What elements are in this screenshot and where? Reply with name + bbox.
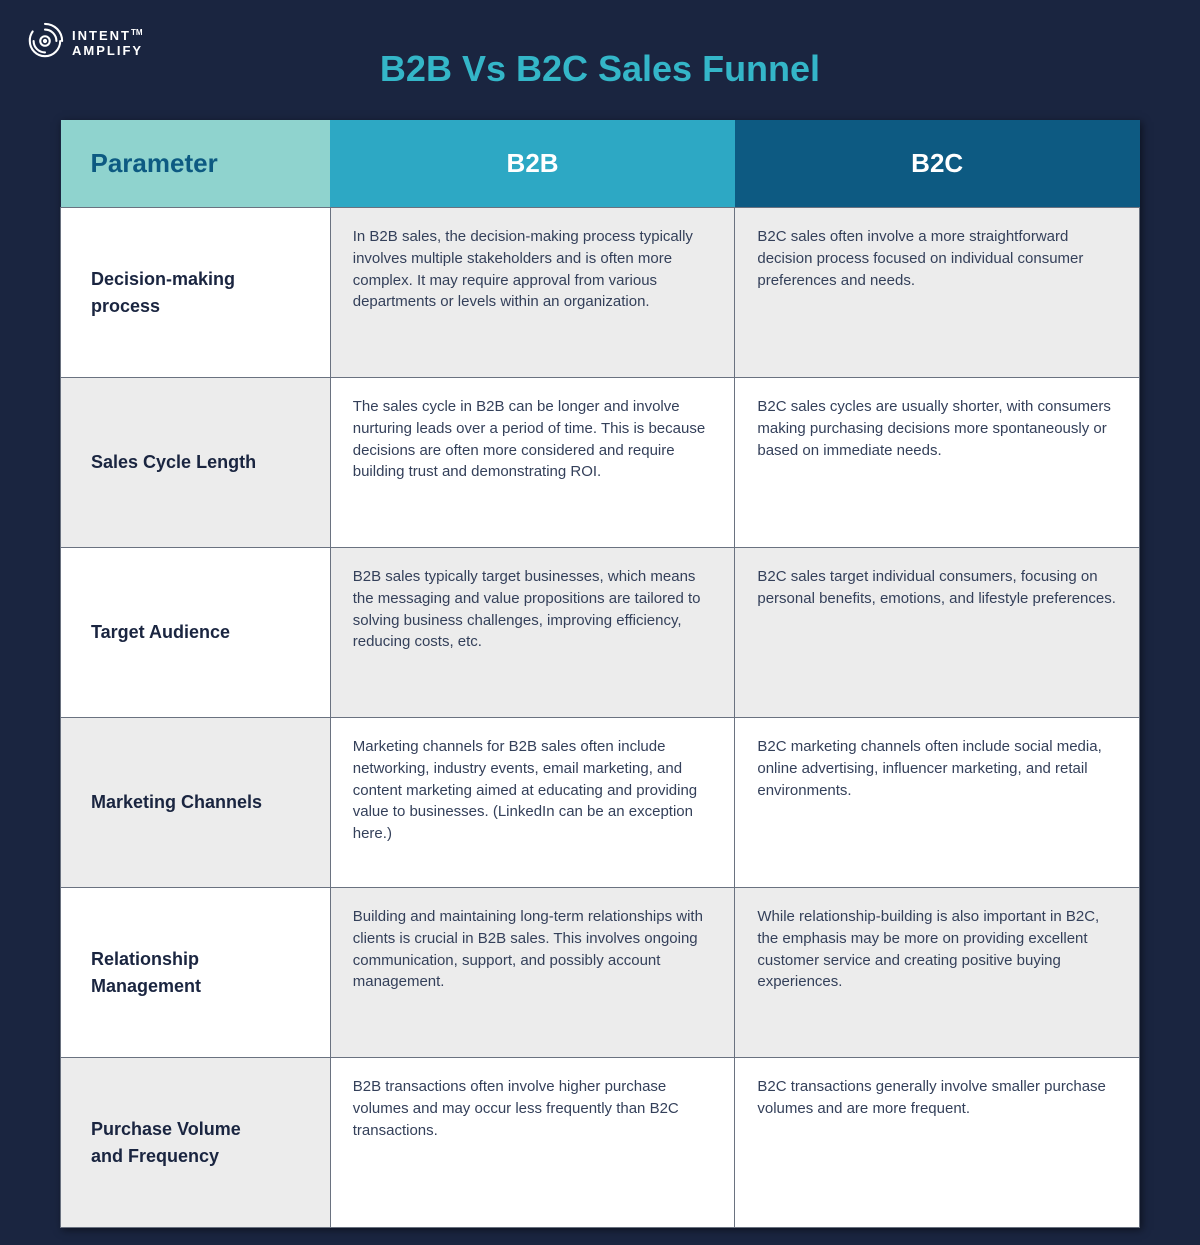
table-row: Purchase Volume and Frequency B2B transa… (61, 1058, 1140, 1228)
param-label: Purchase Volume and Frequency (61, 1058, 331, 1228)
b2c-cell: B2C sales often involve a more straightf… (735, 208, 1140, 378)
param-label: Sales Cycle Length (61, 378, 331, 548)
b2b-cell: Marketing channels for B2B sales often i… (330, 718, 735, 888)
page-title: B2B Vs B2C Sales Funnel (0, 0, 1200, 120)
b2b-cell: Building and maintaining long-term relat… (330, 888, 735, 1058)
brand-logo: INTENTTM AMPLIFY (26, 22, 143, 65)
table-row: Relationship Management Building and mai… (61, 888, 1140, 1058)
param-label: Target Audience (61, 548, 331, 718)
brand-text: INTENTTM AMPLIFY (72, 29, 143, 58)
table-row: Sales Cycle Length The sales cycle in B2… (61, 378, 1140, 548)
b2b-cell: In B2B sales, the decision-making proces… (330, 208, 735, 378)
table-row: Marketing Channels Marketing channels fo… (61, 718, 1140, 888)
target-icon (26, 22, 64, 65)
b2c-cell: B2C transactions generally involve small… (735, 1058, 1140, 1228)
b2c-cell: B2C sales cycles are usually shorter, wi… (735, 378, 1140, 548)
col-header-parameter: Parameter (61, 120, 331, 208)
brand-line2: AMPLIFY (72, 44, 143, 58)
b2b-cell: The sales cycle in B2B can be longer and… (330, 378, 735, 548)
table-header-row: Parameter B2B B2C (61, 120, 1140, 208)
param-label: Relationship Management (61, 888, 331, 1058)
param-label: Decision-making process (61, 208, 331, 378)
b2b-cell: B2B transactions often involve higher pu… (330, 1058, 735, 1228)
b2c-cell: B2C sales target individual consumers, f… (735, 548, 1140, 718)
table-row: Target Audience B2B sales typically targ… (61, 548, 1140, 718)
param-label: Marketing Channels (61, 718, 331, 888)
col-header-b2b: B2B (330, 120, 735, 208)
b2b-cell: B2B sales typically target businesses, w… (330, 548, 735, 718)
brand-tm: TM (131, 28, 143, 37)
brand-line1: INTENT (72, 28, 131, 43)
b2c-cell: While relationship-building is also impo… (735, 888, 1140, 1058)
b2c-cell: B2C marketing channels often include soc… (735, 718, 1140, 888)
comparison-table: Parameter B2B B2C Decision-making proces… (60, 120, 1140, 1228)
table-row: Decision-making process In B2B sales, th… (61, 208, 1140, 378)
col-header-b2c: B2C (735, 120, 1140, 208)
